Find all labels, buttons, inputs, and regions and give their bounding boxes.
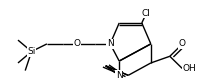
Text: Si: Si [27, 47, 36, 56]
Text: Cl: Cl [142, 9, 151, 18]
Text: O: O [179, 39, 186, 48]
Text: OH: OH [183, 64, 196, 73]
Text: N: N [116, 71, 123, 80]
Text: N: N [107, 39, 113, 48]
Text: O: O [73, 39, 80, 48]
